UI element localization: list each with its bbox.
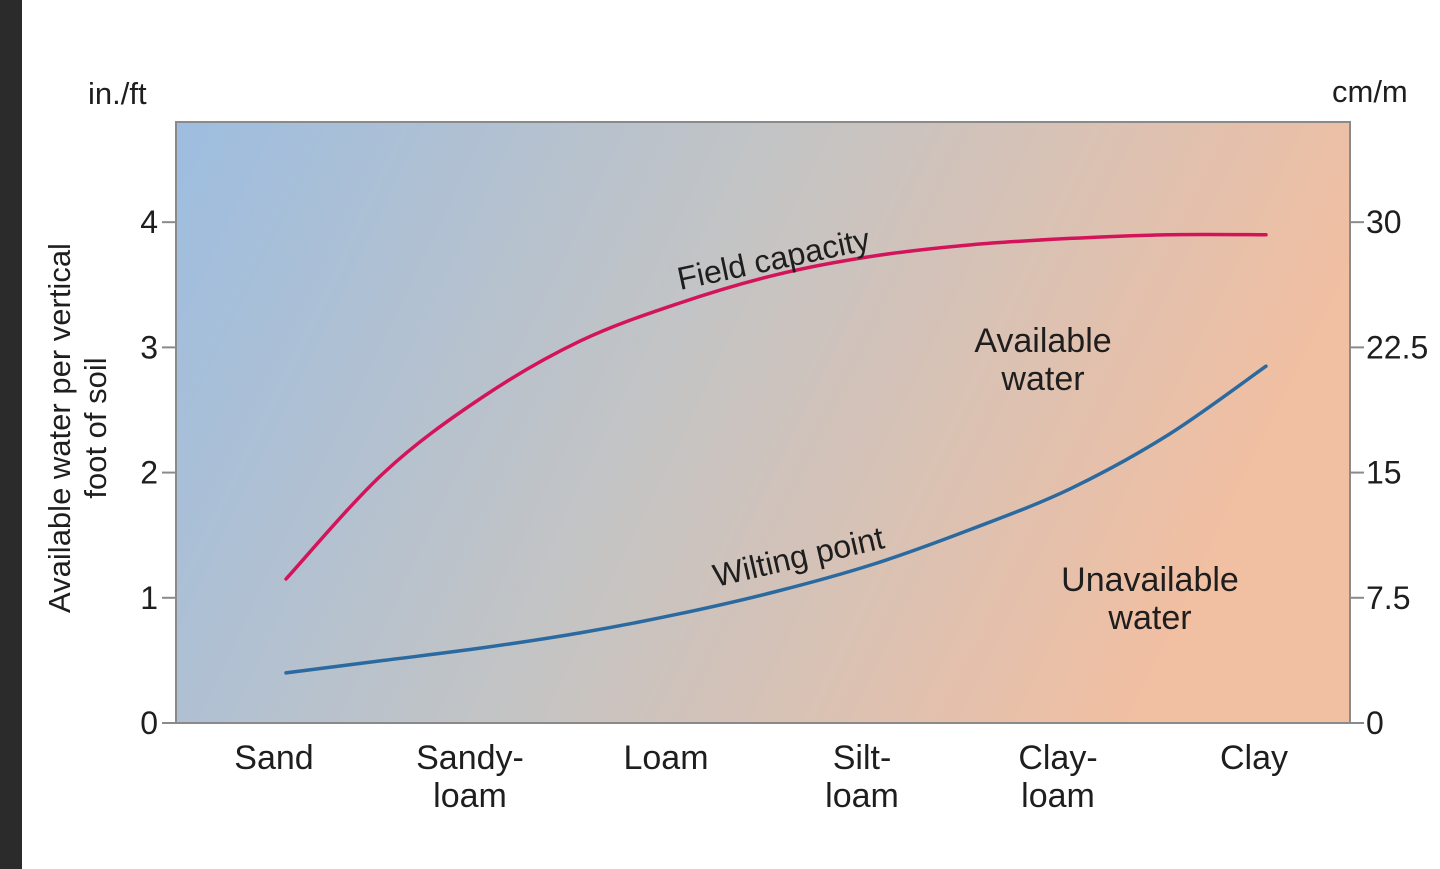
y-axis-title-line-2: foot of soil (78, 357, 113, 498)
x-category-label: Clay (1220, 739, 1288, 777)
field-capacity-line (284, 232, 1268, 581)
x-category-label-line: Loam (623, 739, 708, 777)
right-tick-label: 22.5 (1366, 329, 1428, 365)
right-unit-label: cm/m (1332, 74, 1408, 109)
right-y-axis: 0 7.5 15 22.5 30 (1350, 204, 1428, 741)
x-category-label-line: Clay (1220, 739, 1288, 777)
x-category-label: Sand (234, 739, 313, 777)
x-category-label-line: Sandy- (416, 739, 524, 777)
x-category-label-line: Clay- (1018, 739, 1097, 777)
unavailable-water-label-1: Unavailable (1061, 561, 1239, 599)
unavailable-water-label-2: water (1107, 599, 1191, 637)
wilting-point-line (284, 364, 1268, 675)
left-tick-label: 3 (140, 329, 158, 365)
right-tick-label: 30 (1366, 204, 1402, 240)
x-category-label-line: Sand (234, 739, 313, 777)
x-category-label: Clay-loam (1018, 739, 1097, 815)
available-water-label-1: Available (974, 322, 1111, 360)
x-category-label-line: loam (825, 777, 899, 815)
available-water-label-2: water (1000, 360, 1084, 398)
window-edge (0, 0, 22, 869)
right-tick-label: 15 (1366, 455, 1402, 491)
left-tick-label: 1 (140, 580, 158, 616)
right-tick-label: 0 (1366, 705, 1384, 741)
left-tick-label: 4 (140, 204, 158, 240)
y-axis-title: Available water per vertical foot of soi… (42, 243, 113, 613)
series-layer (284, 232, 1268, 675)
x-category-label: Sandy-loam (416, 739, 524, 815)
y-axis-title-line-1: Available water per vertical (42, 243, 77, 613)
left-unit-label: in./ft (88, 76, 147, 111)
x-category-label-line: loam (1021, 777, 1095, 815)
left-tick-label: 2 (140, 455, 158, 491)
plot-area (175, 121, 1351, 724)
left-tick-label: 0 (140, 705, 158, 741)
left-y-axis: 0 1 2 3 4 (140, 204, 176, 741)
right-tick-label: 7.5 (1366, 580, 1410, 616)
x-category-label: Silt-loam (825, 739, 899, 815)
x-category-label: Loam (623, 739, 708, 777)
x-category-label-line: loam (433, 777, 507, 815)
x-category-label-line: Silt- (833, 739, 892, 777)
